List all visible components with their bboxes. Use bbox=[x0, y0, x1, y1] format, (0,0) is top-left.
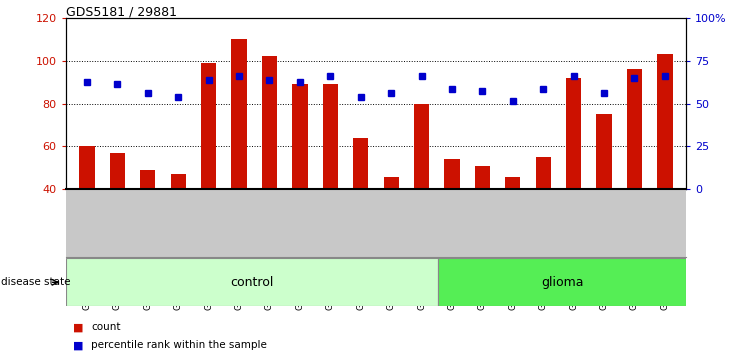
Bar bbox=[505, 177, 520, 275]
Bar bbox=[262, 56, 277, 275]
Bar bbox=[474, 166, 490, 275]
Text: disease state: disease state bbox=[1, 277, 70, 287]
Bar bbox=[171, 175, 186, 275]
Bar bbox=[383, 177, 399, 275]
Bar bbox=[353, 138, 369, 275]
Bar bbox=[66, 258, 438, 306]
Bar bbox=[231, 39, 247, 275]
Text: count: count bbox=[91, 322, 120, 332]
Bar bbox=[438, 258, 686, 306]
Bar bbox=[140, 170, 155, 275]
Text: glioma: glioma bbox=[541, 276, 583, 289]
Bar bbox=[292, 84, 307, 275]
Bar bbox=[110, 153, 125, 275]
Bar bbox=[323, 84, 338, 275]
Bar bbox=[445, 159, 460, 275]
Text: GDS5181 / 29881: GDS5181 / 29881 bbox=[66, 5, 177, 18]
Text: ■: ■ bbox=[73, 340, 83, 350]
Bar bbox=[414, 103, 429, 275]
Bar bbox=[80, 147, 95, 275]
Bar bbox=[657, 54, 672, 275]
Text: ■: ■ bbox=[73, 322, 83, 332]
Bar bbox=[536, 157, 551, 275]
Text: percentile rank within the sample: percentile rank within the sample bbox=[91, 340, 267, 350]
Text: control: control bbox=[230, 276, 274, 289]
Bar bbox=[566, 78, 581, 275]
Bar bbox=[596, 114, 612, 275]
Bar bbox=[627, 69, 642, 275]
Bar bbox=[201, 63, 216, 275]
